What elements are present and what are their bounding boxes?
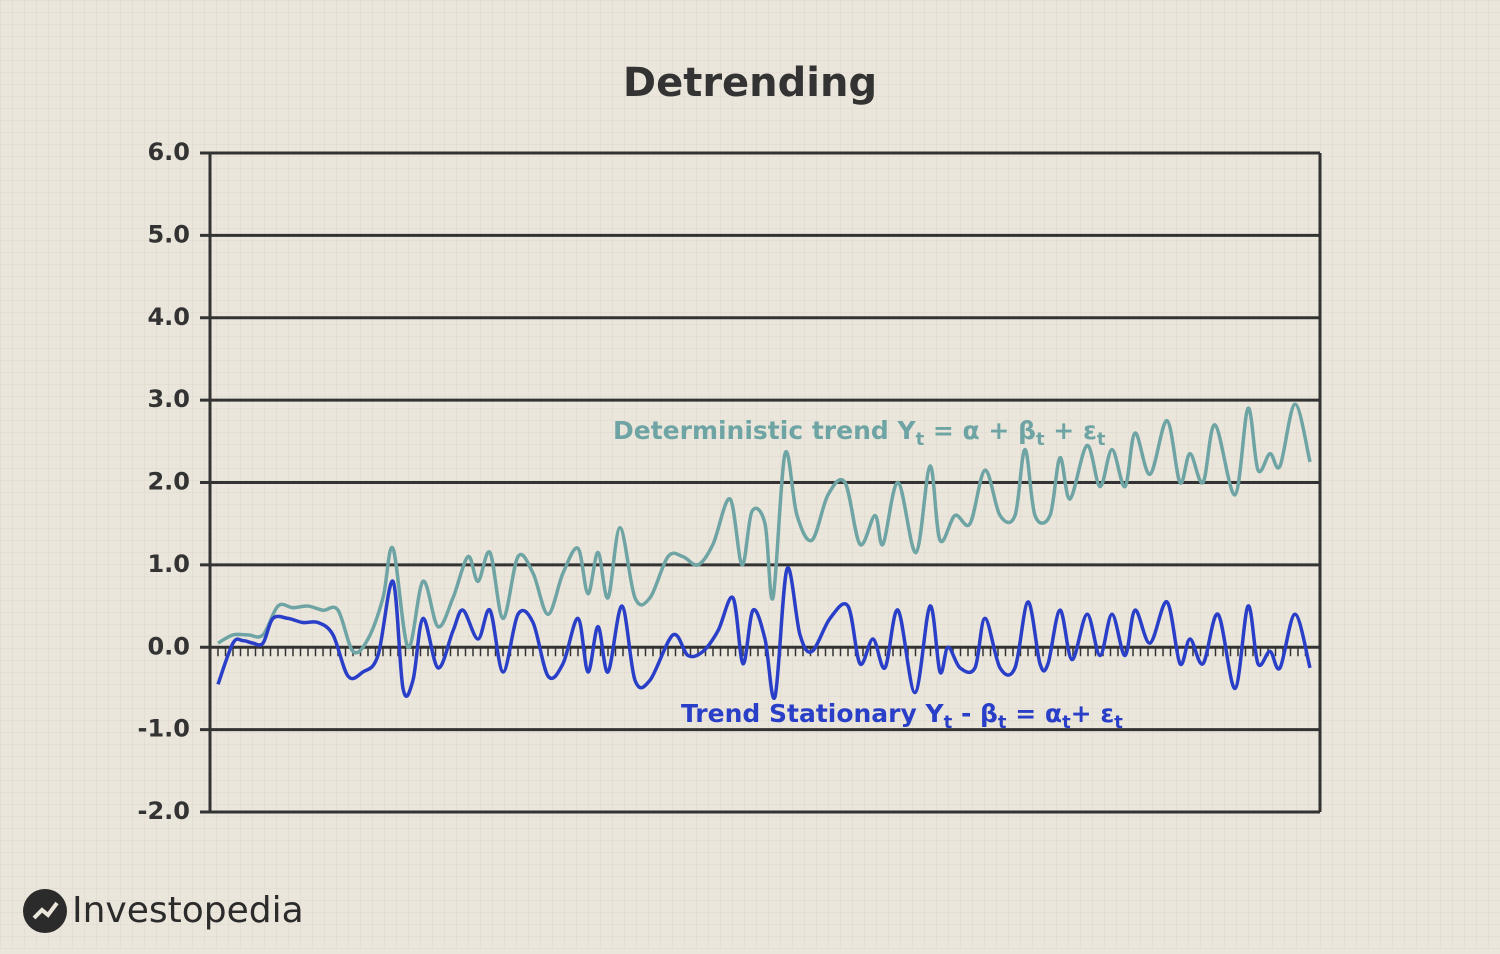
annotation-part: - β <box>952 699 998 728</box>
series-line <box>217 402 1312 655</box>
annotation-part: + ε <box>1071 699 1115 728</box>
brand-name: Investopedia <box>72 890 304 931</box>
y-tick-label: 6.0 <box>147 138 190 166</box>
logo-arrow <box>32 901 59 920</box>
annotation-part: = α <box>1007 699 1063 728</box>
y-tick-label: 0.0 <box>147 632 190 660</box>
annotation-subscript: t <box>998 712 1007 733</box>
annotation-part: Trend Stationary Y <box>681 699 945 728</box>
annotation-subscript: t <box>944 712 953 733</box>
y-tick-label: 4.0 <box>147 303 190 331</box>
y-tick-label: -2.0 <box>138 797 190 825</box>
annotation-subscript: t <box>916 429 925 450</box>
annotation-part: + ε <box>1045 416 1097 445</box>
chart-title: Detrending <box>623 60 877 106</box>
annotation-subscript: t <box>1036 429 1045 450</box>
plot-area: -2.0 -1.0 0.0 1.0 2.0 3.0 4.0 5.0 6.0 Determinist… <box>138 138 1322 825</box>
series-line <box>216 566 1312 701</box>
y-tick-label: 2.0 <box>147 468 190 496</box>
annotation-part: = α + β <box>924 416 1036 445</box>
annotation-part: Deterministic trend Y <box>613 416 916 445</box>
brand-logo: Investopedia <box>23 889 304 933</box>
annotation: Deterministic trend Yt = α + βt + εt <box>613 416 1106 450</box>
y-tick-label: 1.0 <box>147 550 190 578</box>
y-tick-label: 5.0 <box>147 220 190 248</box>
y-tick-label: 3.0 <box>147 385 190 413</box>
annotation: Trend Stationary Yt - βt = αt+ εt <box>681 699 1123 733</box>
y-tick-label: -1.0 <box>138 715 190 743</box>
annotation-subscript: t <box>1114 712 1123 733</box>
annotation-subscript: t <box>1062 712 1071 733</box>
annotation-subscript: t <box>1097 429 1106 450</box>
